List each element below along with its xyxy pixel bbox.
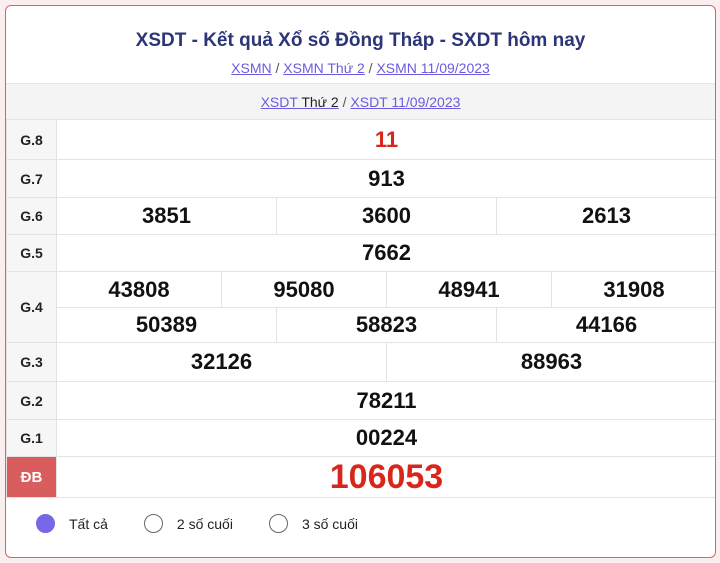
breadcrumb-xsmn-weekday[interactable]: XSMN Thứ 2 — [283, 60, 365, 76]
prize-value: 00224 — [56, 419, 715, 457]
radio-icon[interactable] — [268, 514, 288, 533]
row-g4: G.4 43808 95080 48941 31908 — [6, 271, 715, 343]
row-special: ĐB 106053 — [6, 456, 715, 498]
prize-value: 3600 — [276, 197, 497, 235]
xsdt-weekday-link[interactable]: XSDT Thứ 2 — [260, 94, 339, 110]
prize-value: 11 — [56, 119, 715, 160]
prize-value: 88963 — [386, 342, 715, 382]
filter-last-3[interactable]: 3 số cuối — [268, 514, 358, 533]
radio-icon[interactable] — [143, 514, 163, 533]
prize-value: 44166 — [496, 307, 715, 343]
xsdt-date-link[interactable]: XSDT 11/09/2023 — [350, 94, 461, 110]
radio-selected-icon[interactable] — [36, 514, 55, 533]
row-g7: G.7 913 — [6, 159, 715, 198]
prize-value: 43808 — [56, 271, 222, 308]
results-card: XSDT - Kết quả Xổ số Đồng Tháp - SXDT hô… — [5, 5, 716, 558]
row-g1: G.1 00224 — [6, 419, 715, 457]
results-table: G.8 11 G.7 913 G.6 3851 3600 2613 G.5 7662 G.4… — [6, 119, 715, 498]
breadcrumb: XSMN / XSMN Thứ 2 / XSMN 11/09/2023 — [231, 60, 490, 76]
breadcrumb-xsmn-date[interactable]: XSMN 11/09/2023 — [376, 60, 490, 76]
prize-value: 50389 — [56, 307, 277, 343]
filter-last-2[interactable]: 2 số cuối — [143, 514, 233, 533]
digit-filter: Tất cả 2 số cuối 3 số cuối — [36, 514, 394, 533]
prize-value: 2613 — [496, 197, 715, 235]
sub-breadcrumb: XSDT Thứ 2 / XSDT 11/09/2023 — [6, 83, 715, 119]
row-g5: G.5 7662 — [6, 234, 715, 272]
breadcrumb-xsmn[interactable]: XSMN — [231, 60, 272, 76]
prize-value: 78211 — [56, 381, 715, 420]
special-prize-value: 106053 — [56, 456, 715, 498]
prize-value: 95080 — [221, 271, 387, 308]
prize-value: 32126 — [56, 342, 387, 382]
row-g3: G.3 32126 88963 — [6, 342, 715, 382]
prize-value: 7662 — [56, 234, 715, 272]
row-g8: G.8 11 — [6, 119, 715, 160]
prize-value: 48941 — [386, 271, 552, 308]
row-g6: G.6 3851 3600 2613 — [6, 197, 715, 235]
prize-value: 31908 — [551, 271, 715, 308]
filter-all[interactable]: Tất cả — [36, 514, 108, 533]
prize-value: 58823 — [276, 307, 497, 343]
prize-value: 913 — [56, 159, 715, 198]
row-g2: G.2 78211 — [6, 381, 715, 420]
page-title: XSDT - Kết quả Xổ số Đồng Tháp - SXDT hô… — [135, 30, 586, 51]
prize-value: 3851 — [56, 197, 277, 235]
row-g4b: 50389 58823 44166 — [7, 307, 715, 343]
